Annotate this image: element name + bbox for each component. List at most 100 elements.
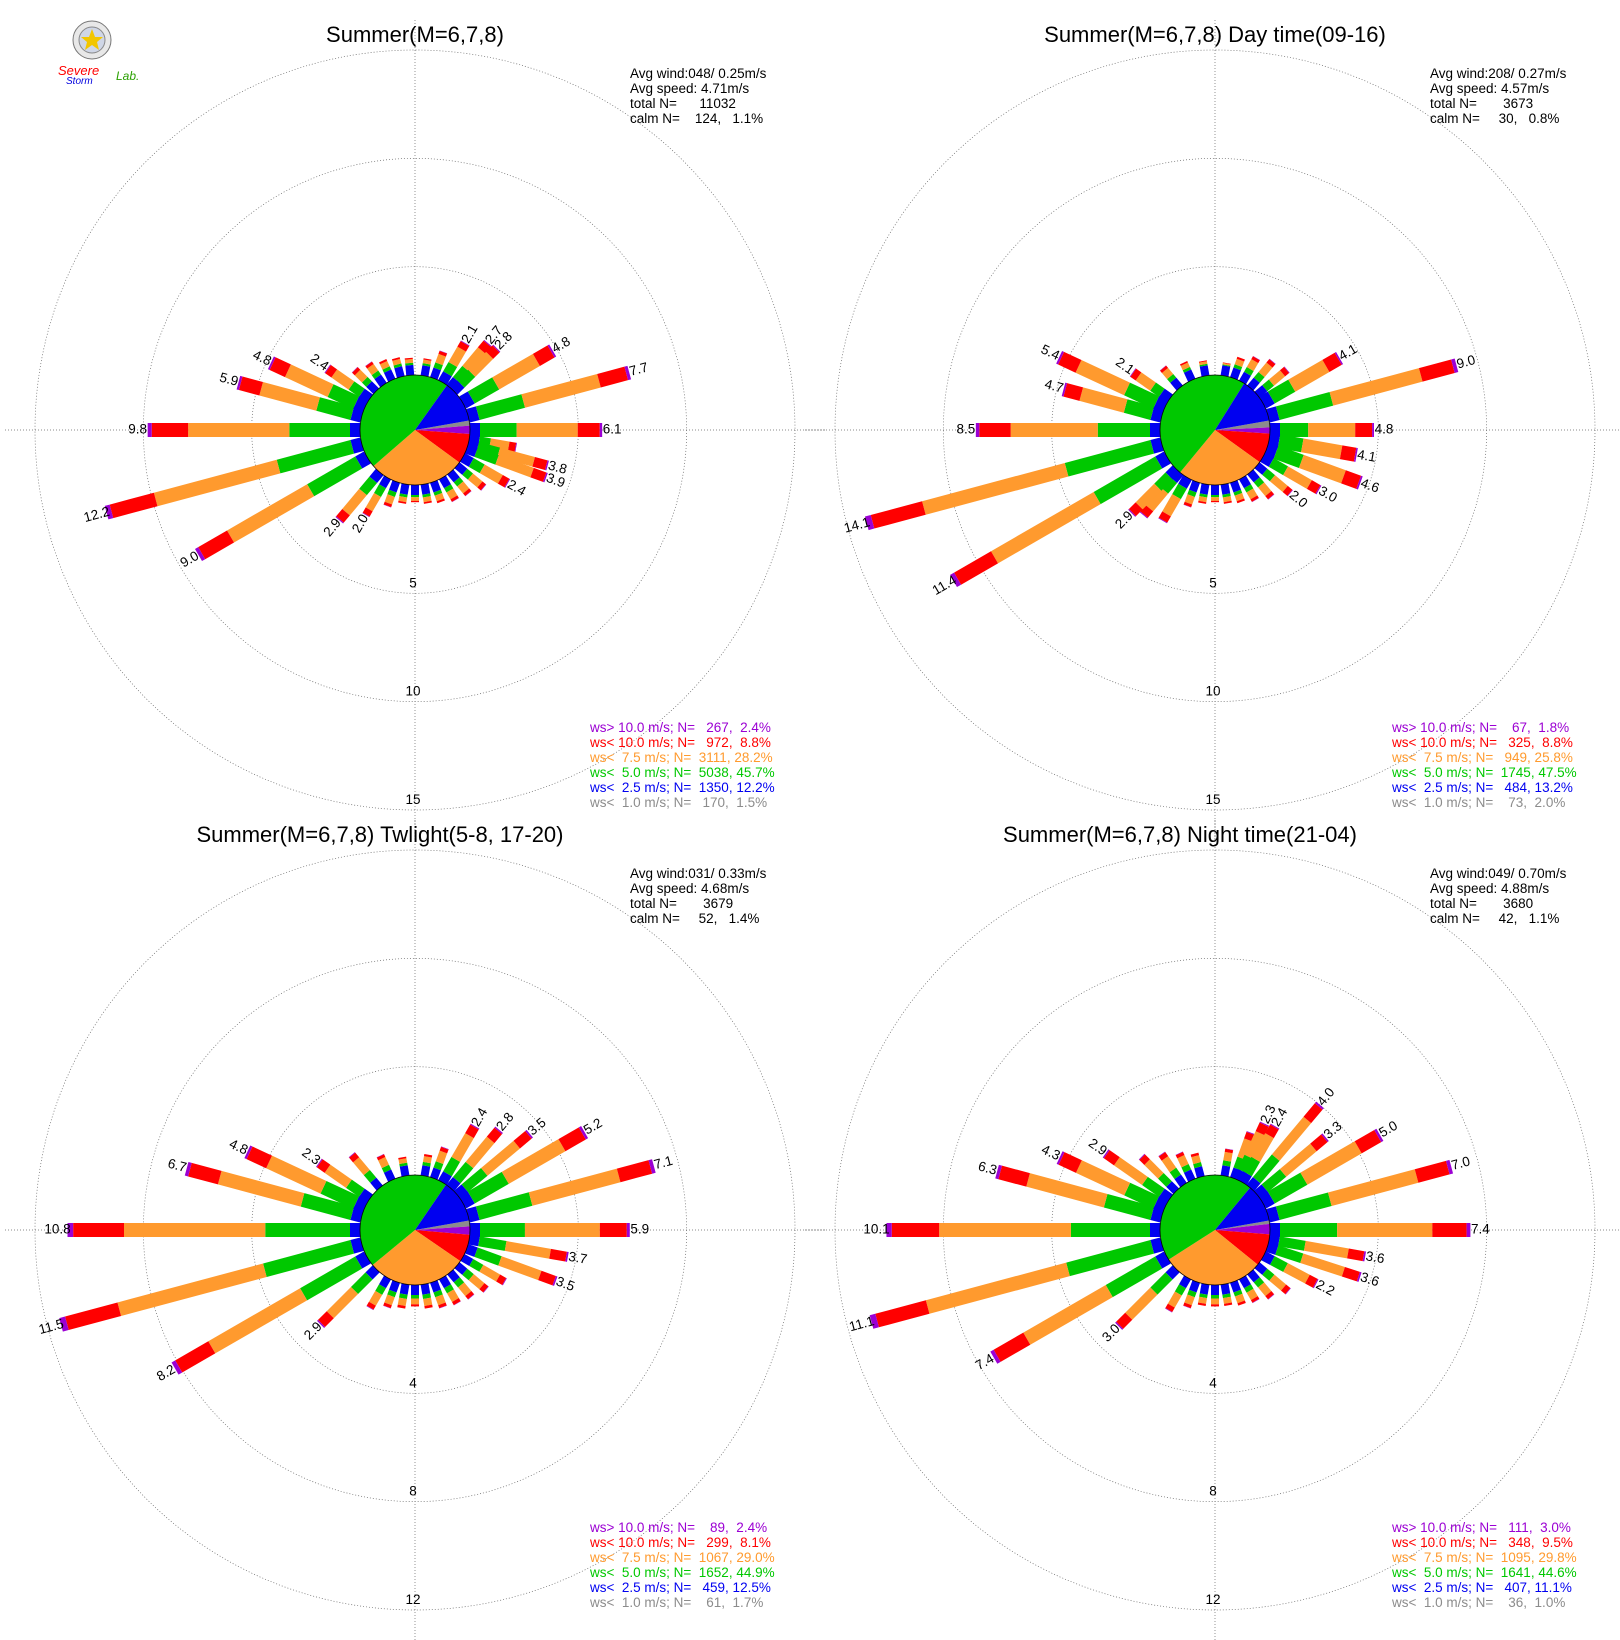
wind-bar-segment bbox=[1150, 437, 1164, 454]
wind-bar-segment bbox=[316, 1158, 323, 1168]
wind-bar-segment bbox=[1262, 468, 1276, 482]
wind-bar-segment bbox=[1252, 1154, 1280, 1184]
wind-bar-segment bbox=[1063, 383, 1084, 401]
wind-bar-segment bbox=[599, 1223, 627, 1237]
wind-bar bbox=[1115, 1265, 1180, 1330]
pie-slice bbox=[360, 1175, 447, 1266]
wind-bar-segment bbox=[423, 358, 432, 361]
wind-bar-segment bbox=[470, 1223, 480, 1237]
wind-bar-segment bbox=[1303, 1103, 1323, 1124]
wind-bar-segment bbox=[1139, 1154, 1150, 1165]
wind-bar bbox=[1190, 1152, 1205, 1178]
wind-bar-segment bbox=[991, 491, 1101, 564]
wind-bar bbox=[466, 1159, 656, 1223]
wind-bar-segment bbox=[1093, 456, 1163, 505]
pie-slice bbox=[415, 1226, 470, 1235]
wind-bar-segment bbox=[383, 1302, 392, 1309]
wind-bar-segment bbox=[501, 1139, 566, 1184]
stats-line: total N= 3680 bbox=[1430, 896, 1533, 911]
wind-bar bbox=[1198, 360, 1210, 377]
wind-bar-segment bbox=[1266, 406, 1280, 423]
wind-bar-segment bbox=[565, 1251, 569, 1262]
wind-bar-segment bbox=[995, 1164, 1002, 1180]
wind-bar-segment bbox=[462, 347, 486, 373]
grid-ring bbox=[942, 957, 1488, 1503]
wind-bar-segment bbox=[1247, 469, 1260, 483]
wind-bar-label: 4.8 bbox=[251, 347, 274, 369]
wind-bar-segment bbox=[465, 1291, 475, 1300]
wind-bar-segment bbox=[435, 353, 446, 366]
wind-bar bbox=[379, 359, 396, 382]
wind-bar-segment bbox=[336, 508, 350, 523]
wind-bar-label: 3.9 bbox=[544, 470, 567, 491]
wind-bar-segment bbox=[188, 423, 290, 437]
wind-bar bbox=[864, 437, 1164, 531]
wind-bar-segment bbox=[949, 572, 962, 588]
legend-entry: ws< 1.0 m/s; N= 73, 2.0% bbox=[1391, 795, 1565, 810]
wind-bar-segment bbox=[1198, 1296, 1208, 1304]
wind-bar bbox=[1239, 355, 1261, 385]
wind-bar-segment bbox=[399, 1293, 408, 1299]
wind-bar-segment bbox=[1253, 477, 1265, 488]
grid-ring bbox=[1051, 266, 1379, 594]
wind-bar bbox=[147, 423, 360, 437]
wind-bar-segment bbox=[1222, 1293, 1231, 1299]
wind-bar-segment bbox=[1244, 366, 1254, 376]
wind-bar-segment bbox=[1187, 1289, 1197, 1298]
legend-entry: ws< 5.0 m/s; N= 5038, 45.7% bbox=[589, 765, 775, 780]
wind-bar-segment bbox=[1158, 1151, 1166, 1157]
pie-slice bbox=[1160, 1175, 1251, 1260]
wind-bar bbox=[975, 423, 1160, 437]
wind-bar-segment bbox=[1253, 371, 1265, 383]
wind-bar-segment bbox=[1258, 1282, 1272, 1297]
wind-bar-segment bbox=[393, 363, 403, 369]
wind-bar-segment bbox=[1026, 1173, 1108, 1208]
wind-bar-segment bbox=[1265, 1242, 1279, 1255]
wind-bar-segment bbox=[447, 469, 460, 483]
wind-bar-segment bbox=[361, 376, 372, 387]
wind-bar-segment bbox=[998, 1165, 1030, 1187]
wind-bar bbox=[454, 1262, 489, 1293]
pie-slice bbox=[415, 425, 470, 435]
wind-bar-segment bbox=[1223, 1151, 1233, 1162]
wind-bar-segment bbox=[1189, 1280, 1200, 1293]
wind-bar-segment bbox=[438, 1302, 447, 1309]
wind-bar-segment bbox=[1273, 445, 1304, 469]
wind-bar-segment bbox=[446, 488, 458, 500]
wind-bar bbox=[397, 1283, 410, 1309]
wind-bar-segment bbox=[476, 441, 501, 458]
wind-bar-segment bbox=[1220, 1165, 1231, 1177]
wind-bar-segment bbox=[1129, 368, 1137, 377]
wind-bar-segment bbox=[1308, 423, 1356, 437]
wind-bar-segment bbox=[411, 495, 419, 498]
ring-label: 5 bbox=[1209, 575, 1217, 590]
wind-bar bbox=[1261, 1251, 1319, 1289]
wind-bar-segment bbox=[325, 365, 338, 378]
pie-slice bbox=[1215, 427, 1270, 434]
wind-bar-segment bbox=[1265, 1291, 1275, 1300]
wind-bar-segment bbox=[346, 1179, 365, 1197]
wind-bar-segment bbox=[1170, 377, 1183, 391]
wind-bar-segment bbox=[494, 1126, 503, 1134]
wind-bar-segment bbox=[462, 468, 474, 480]
wind-bar-segment bbox=[354, 369, 368, 383]
wind-bar-segment bbox=[1279, 1143, 1317, 1177]
wind-bar-segment bbox=[470, 423, 480, 437]
stats-line: calm N= 52, 1.4% bbox=[630, 911, 759, 926]
wind-bar-segment bbox=[1244, 1284, 1254, 1293]
wind-bar-segment bbox=[497, 474, 510, 488]
wind-bar-segment bbox=[1288, 359, 1330, 392]
wind-bar-segment bbox=[399, 493, 408, 498]
wind-bar-segment bbox=[284, 364, 334, 397]
wind-bar-segment bbox=[1157, 1172, 1172, 1187]
wind-bar-segment bbox=[263, 1240, 355, 1277]
wind-bar-segment bbox=[1246, 1131, 1255, 1135]
wind-bar-segment bbox=[435, 1294, 446, 1306]
wind-bar-segment bbox=[335, 516, 344, 524]
wind-bar-segment bbox=[975, 423, 980, 437]
wind-bar-segment bbox=[1322, 352, 1342, 373]
wind-bar-segment bbox=[1023, 1285, 1113, 1345]
wind-bar bbox=[1211, 1285, 1219, 1307]
wind-bar-segment bbox=[1113, 1157, 1148, 1186]
wind-bar-segment bbox=[1300, 1141, 1362, 1185]
